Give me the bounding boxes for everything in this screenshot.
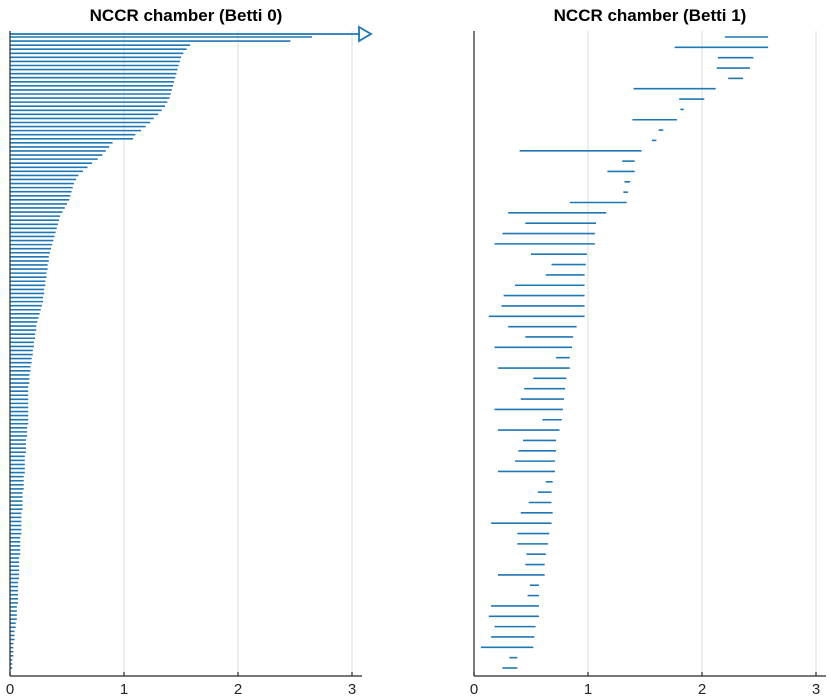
betti0-axes <box>9 31 362 677</box>
betti1-tick-labels: 0 1 2 3 <box>470 681 820 698</box>
x-tick-label: 0 <box>470 681 478 698</box>
betti0-panel: NCCR chamber (Betti 0) 0 1 2 3 <box>6 6 373 698</box>
x-tick-label: 3 <box>348 681 356 698</box>
x-tick-label: 1 <box>584 681 592 698</box>
x-tick-label: 2 <box>234 681 242 698</box>
betti0-bars <box>10 25 373 669</box>
betti0-tick-labels: 0 1 2 3 <box>6 681 356 698</box>
betti1-grid <box>587 31 817 676</box>
betti1-axes <box>473 31 826 677</box>
x-tick-label: 3 <box>812 681 820 698</box>
betti1-title: NCCR chamber (Betti 1) <box>554 6 747 25</box>
infinite-bar-arrow-icon <box>358 25 373 43</box>
betti1-bars <box>480 36 769 669</box>
x-tick-label: 2 <box>698 681 706 698</box>
betti0-title: NCCR chamber (Betti 0) <box>90 6 283 25</box>
x-tick-label: 0 <box>6 681 14 698</box>
betti1-panel: NCCR chamber (Betti 1) 0 1 2 3 <box>470 6 826 698</box>
x-tick-label: 1 <box>120 681 128 698</box>
betti0-grid <box>123 31 353 676</box>
